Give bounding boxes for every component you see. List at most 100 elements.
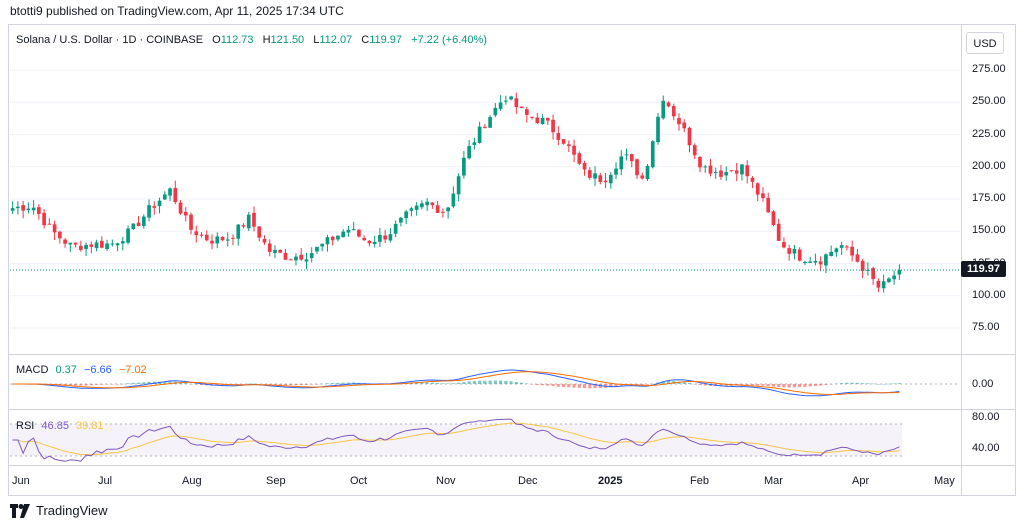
candle-body (31, 207, 36, 211)
macd-value-2: −6.66 (83, 364, 112, 376)
candle-body (152, 206, 157, 208)
macd-histogram-bar (535, 384, 539, 385)
chart-legend: Solana / U.S. Dollar · 1D · COINBASE O11… (16, 34, 487, 46)
candle-body (645, 165, 650, 180)
macd-histogram-bar (876, 383, 880, 385)
candle-body (257, 226, 262, 238)
candle-body (829, 251, 834, 256)
candle-body (309, 253, 314, 259)
candle-body (351, 229, 356, 231)
chart-frame (8, 24, 1016, 496)
price-tick-label: 225.00 (972, 127, 1006, 140)
pane-separator-rsi (8, 409, 1016, 410)
tradingview-brand[interactable]: TradingView (10, 503, 108, 518)
macd-histogram-bar (840, 383, 844, 384)
macd-histogram-bar (467, 381, 471, 384)
macd-histogram-bar (79, 384, 83, 386)
macd-histogram-bar (74, 384, 78, 386)
candle-body (577, 153, 582, 164)
candle-body (808, 261, 813, 263)
macd-histogram-bar (268, 384, 272, 385)
candle-body (89, 244, 94, 247)
candle-body (325, 237, 330, 245)
macd-histogram-bar (682, 382, 686, 384)
candle-body (315, 246, 319, 252)
macd-histogram-bar (855, 382, 859, 384)
candle-body (493, 107, 498, 116)
low-label: L (313, 34, 320, 46)
rsi-axis-lower: 40.00 (972, 442, 1000, 454)
macd-histogram-bar (892, 383, 896, 385)
candle-body (855, 254, 860, 262)
macd-histogram-bar (63, 384, 67, 386)
price-tick-label: 275.00 (972, 63, 1006, 75)
candle-body (797, 249, 802, 261)
currency-button[interactable]: USD (966, 32, 1004, 54)
macd-histogram-bar (834, 383, 838, 385)
macd-histogram-bar (252, 383, 256, 385)
macd-histogram-bar (561, 384, 566, 388)
macd-histogram-bar (577, 384, 581, 388)
candle-body (63, 239, 67, 244)
candle-body (462, 157, 466, 176)
candle-body (231, 237, 235, 239)
candle-body (220, 236, 225, 241)
macd-histogram-bar (441, 383, 445, 384)
macd-histogram-bar (247, 383, 251, 385)
macd-histogram-bar (866, 383, 870, 384)
macd-histogram-bar (95, 384, 99, 385)
open-value: 112.73 (220, 34, 254, 46)
candle-body (561, 139, 566, 144)
macd-histogram-bar (178, 382, 183, 384)
candle-body (288, 259, 293, 261)
candle-body (26, 208, 31, 211)
candle-body (477, 126, 482, 143)
candle-body (178, 202, 183, 214)
candle-body (162, 194, 167, 200)
macd-value-1: 0.37 (55, 364, 77, 376)
symbol-label: Solana / U.S. Dollar · 1D · COINBASE (16, 34, 204, 46)
macd-histogram-bar (451, 383, 455, 384)
macd-histogram-bar (651, 383, 655, 385)
candle-body (456, 176, 461, 195)
candle-body (105, 243, 109, 249)
candle-body (115, 243, 120, 246)
macd-histogram-bar (262, 384, 267, 385)
macd-histogram-bar (740, 384, 744, 386)
macd-histogram-bar (640, 384, 644, 385)
candle-body (488, 117, 492, 128)
macd-histogram-bar (341, 382, 345, 384)
candle-body (78, 245, 83, 250)
candle-body (755, 183, 760, 195)
macd-histogram-bar (194, 384, 198, 385)
macd-histogram-bar (126, 383, 130, 384)
candle-body (682, 122, 687, 129)
macd-histogram-bar (299, 384, 303, 386)
macd-histogram-bar (336, 382, 340, 384)
candle-body (498, 102, 503, 109)
macd-histogram-bar (304, 384, 309, 385)
macd-histogram-bar (829, 384, 833, 385)
candle-body (283, 252, 288, 260)
candle-body (52, 224, 57, 233)
candle-body (587, 170, 592, 178)
candle-body (420, 203, 424, 208)
candle-body (141, 216, 146, 226)
macd-histogram-bar (745, 384, 749, 386)
candle-body (666, 102, 671, 107)
candle-body (713, 172, 718, 174)
candle-body (404, 211, 408, 219)
tradingview-logo-icon (10, 503, 30, 518)
macd-histogram-bar (100, 384, 104, 385)
candle-body (451, 193, 456, 207)
macd-histogram-bar (325, 383, 330, 384)
candle-body (656, 116, 660, 143)
candle-body (566, 144, 571, 147)
candle-body (792, 248, 797, 254)
macd-histogram-bar (850, 382, 854, 384)
candle-body (724, 172, 729, 176)
macd-name: MACD (16, 364, 49, 376)
candle-body (199, 234, 204, 236)
candle-body (892, 275, 896, 280)
